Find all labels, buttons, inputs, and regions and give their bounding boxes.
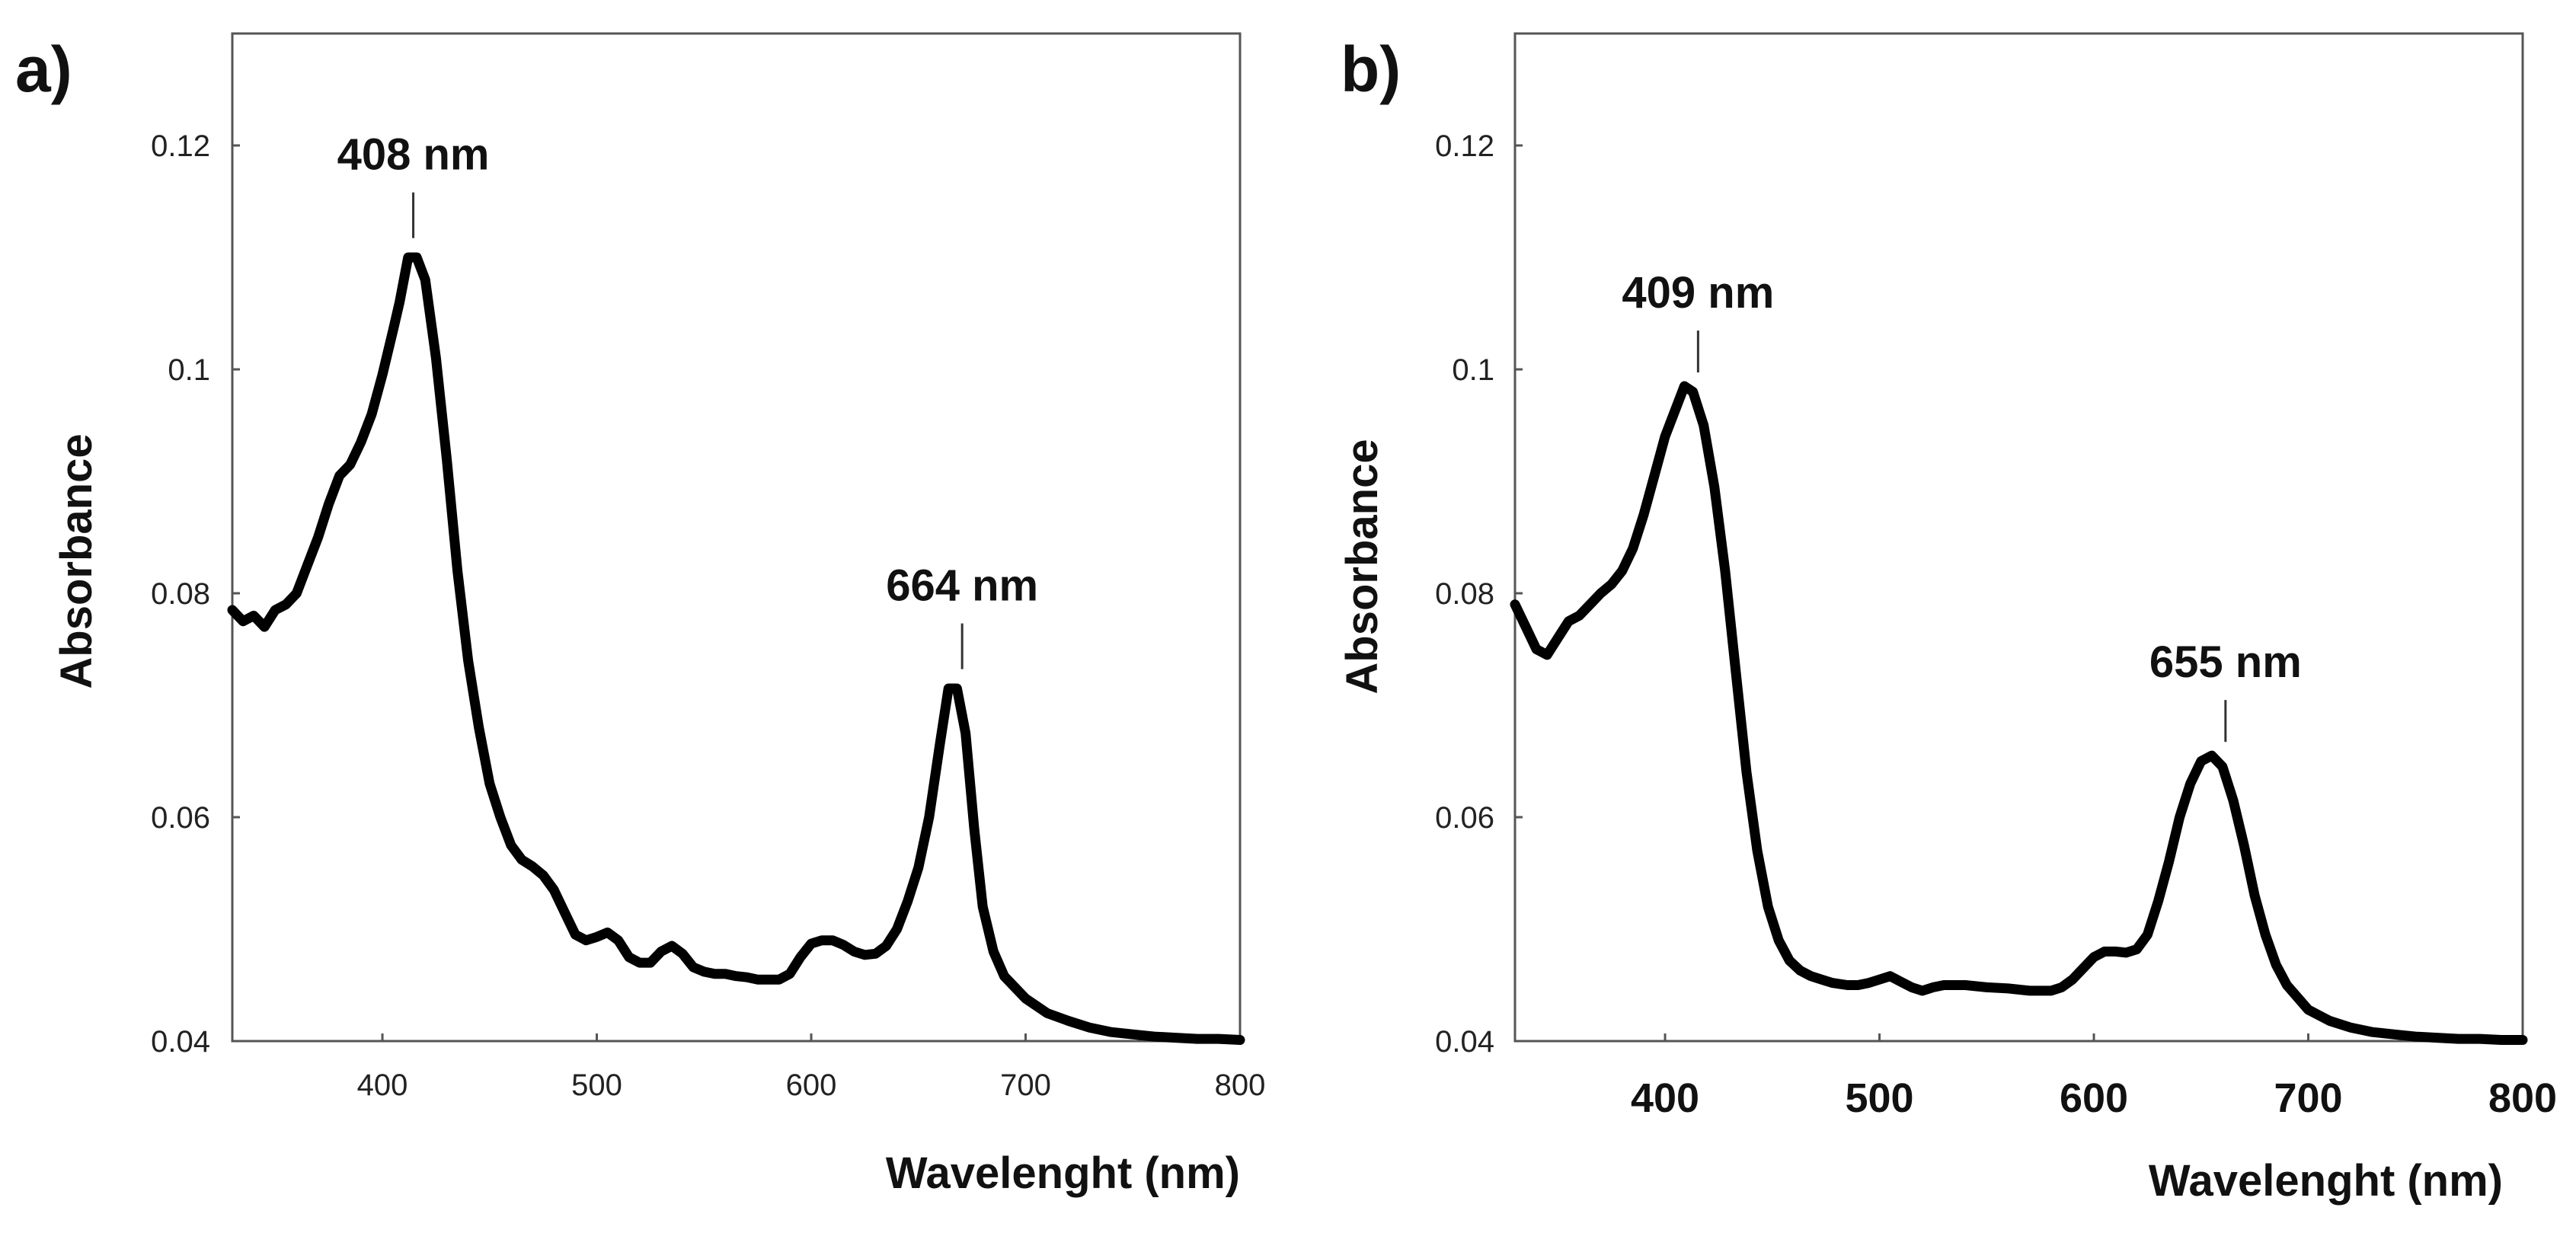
plot-frame [1513,32,2524,1043]
x-tick-label: 800 [1215,1068,1266,1102]
x-axis-title: Wavelenght (nm) [2149,1156,2503,1206]
panel-label: b) [1341,34,1401,105]
plot-frame [231,32,1242,1043]
y-tick-label: 0.06 [151,801,210,835]
y-tick-label: 0.08 [1435,577,1494,611]
peak-label: 408 nm [337,130,490,180]
peak-label: 409 nm [1622,268,1774,318]
x-tick-label: 400 [357,1068,408,1102]
y-tick-label: 0.06 [1435,801,1494,835]
x-tick-label: 600 [786,1068,837,1102]
y-tick-label: 0.1 [168,353,210,387]
y-tick-label: 0.1 [1452,353,1494,387]
y-tick-label: 0.12 [151,129,210,163]
spectrum-line [1510,381,2528,1045]
y-tick-label: 0.04 [1435,1025,1494,1059]
x-tick-label: 700 [1000,1068,1051,1102]
x-tick-label: 500 [1845,1075,1913,1121]
x-axis-title: Wavelenght (nm) [886,1148,1240,1198]
panel-label: a) [15,34,72,105]
spectrum-line [227,252,1245,1045]
peak-label: 655 nm [2149,637,2302,687]
y-tick-label: 0.04 [151,1025,210,1059]
y-tick-label: 0.08 [151,577,210,611]
x-tick-label: 800 [2488,1075,2557,1121]
y-tick-label: 0.12 [1435,129,1494,163]
x-tick-label: 400 [1631,1075,1699,1121]
x-tick-label: 600 [2060,1075,2128,1121]
y-axis-title: Absorbance [52,433,101,688]
panel-b: b) 0.04 0.06 0.08 0.1 0.12 400 500 600 700 800 Abso… [1338,32,2557,1206]
peak-label: 664 nm [886,561,1038,611]
panel-a: a) 0.04 0.06 0.08 0.1 0.12 400 500 600 700 800 Abso… [15,32,1266,1198]
x-tick-label: 500 [571,1068,622,1102]
x-tick-label: 700 [2274,1075,2342,1121]
y-axis-title: Absorbance [1338,439,1387,694]
